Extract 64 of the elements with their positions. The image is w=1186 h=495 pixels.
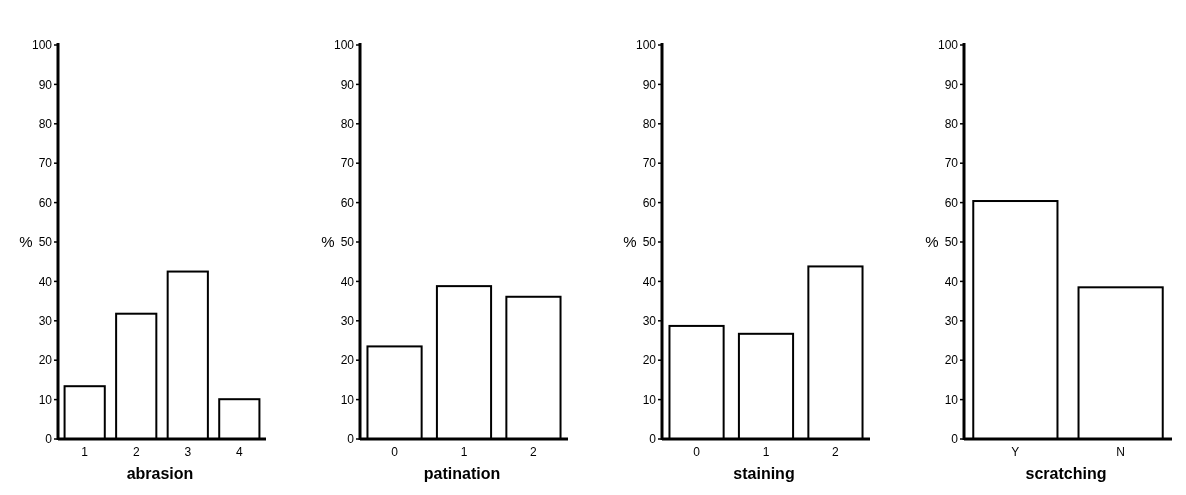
x-tick-label: Y xyxy=(1011,445,1020,459)
y-tick-label: 10 xyxy=(340,392,355,407)
y-tick-label: 70 xyxy=(642,156,657,171)
y-tick-label: 10 xyxy=(38,392,53,407)
y-tick-label: 40 xyxy=(38,274,53,289)
y-tick-label: 50 xyxy=(944,235,959,250)
y-axis-title: % xyxy=(925,233,939,251)
x-tick-label: 4 xyxy=(235,445,243,459)
x-axis-title: patination xyxy=(423,465,501,482)
y-axis-title: % xyxy=(623,233,637,251)
y-tick-label: 60 xyxy=(642,195,657,210)
y-tick-label: 20 xyxy=(340,353,355,368)
x-tick-label: 2 xyxy=(132,445,140,459)
y-tick-label: 90 xyxy=(944,77,959,92)
y-tick-label: 30 xyxy=(340,314,355,328)
y-tick-label: 100 xyxy=(937,38,959,53)
y-tick-label: 60 xyxy=(38,195,53,210)
y-tick-label: 50 xyxy=(340,235,355,250)
y-tick-label: 70 xyxy=(944,156,959,171)
y-tick-label: 30 xyxy=(944,314,959,328)
y-tick-label: 20 xyxy=(642,353,657,368)
y-tick-label: 80 xyxy=(38,117,53,131)
x-tick-label: 2 xyxy=(832,445,840,459)
y-tick-label: 70 xyxy=(340,156,355,171)
y-tick-label: 10 xyxy=(642,392,657,407)
y-axis-title: % xyxy=(321,233,335,251)
x-axis-title: scratching xyxy=(1025,465,1107,482)
x-axis-title: abrasion xyxy=(126,465,194,482)
y-tick-label: 20 xyxy=(38,353,53,368)
y-tick-label: 60 xyxy=(340,195,355,210)
y-tick-label: 90 xyxy=(642,77,657,92)
y-tick-label: 0 xyxy=(45,432,53,447)
y-tick-label: 0 xyxy=(649,432,657,447)
x-axis-title: staining xyxy=(733,465,795,482)
x-tick-label: 1 xyxy=(81,445,89,459)
y-tick-label: 80 xyxy=(944,117,959,131)
x-tick-label: 1 xyxy=(762,445,770,459)
y-tick-label: 0 xyxy=(347,432,355,447)
y-tick-label: 100 xyxy=(333,38,355,53)
y-tick-label: 50 xyxy=(38,235,53,250)
x-tick-label: 0 xyxy=(391,445,399,459)
y-tick-label: 30 xyxy=(642,314,657,328)
y-tick-label: 80 xyxy=(340,117,355,131)
y-tick-label: 40 xyxy=(340,274,355,289)
y-tick-label: 90 xyxy=(38,77,53,92)
x-tick-label: 3 xyxy=(184,445,192,459)
y-tick-label: 50 xyxy=(642,235,657,250)
y-tick-label: 0 xyxy=(951,432,959,447)
y-tick-label: 70 xyxy=(38,156,53,171)
y-tick-label: 30 xyxy=(38,314,53,328)
y-tick-label: 20 xyxy=(944,353,959,368)
y-tick-label: 40 xyxy=(944,274,959,289)
x-tick-label: 2 xyxy=(530,445,538,459)
y-tick-label: 90 xyxy=(340,77,355,92)
y-axis-title: % xyxy=(19,233,33,251)
y-tick-label: 10 xyxy=(944,392,959,407)
x-tick-label: N xyxy=(1116,445,1125,459)
y-tick-label: 40 xyxy=(642,274,657,289)
y-tick-label: 100 xyxy=(635,38,657,53)
y-tick-label: 60 xyxy=(944,195,959,210)
y-tick-label: 100 xyxy=(31,38,53,53)
x-tick-label: 0 xyxy=(693,445,701,459)
y-tick-label: 80 xyxy=(642,117,657,131)
x-tick-label: 1 xyxy=(460,445,468,459)
